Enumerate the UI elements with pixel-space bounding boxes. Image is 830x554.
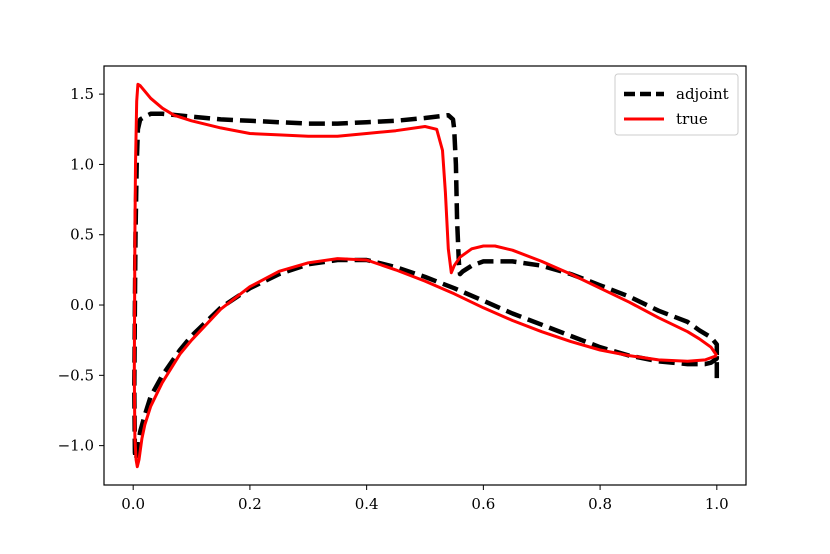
series-layer: [132, 82, 720, 469]
x-tick-label: 0.2: [238, 495, 262, 513]
axes-frame: [103, 65, 747, 486]
y-tick-label: 1.5: [70, 85, 94, 103]
legend: adjoint true: [614, 73, 739, 136]
y-axis: −1.0 −0.5 0.0 0.5 1.0 1.5: [58, 85, 104, 455]
y-tick-label: −1.0: [58, 437, 94, 455]
series-true-line: [132, 82, 719, 469]
y-tick-label: 0.0: [70, 296, 94, 314]
y-tick-label: 1.0: [70, 155, 94, 173]
x-tick-label: 0.0: [121, 495, 145, 513]
x-axis: 0.0 0.2 0.4 0.6 0.8 1.0: [121, 485, 729, 513]
plot-area: [103, 65, 747, 486]
x-tick-label: 1.0: [705, 495, 729, 513]
x-tick-label: 0.8: [588, 495, 612, 513]
legend-adjoint-label: adjoint: [676, 85, 729, 103]
legend-true-label: true: [676, 110, 708, 128]
y-tick-label: −0.5: [58, 366, 94, 384]
x-tick-label: 0.4: [355, 495, 379, 513]
y-tick-label: 0.5: [70, 226, 94, 244]
x-tick-label: 0.6: [471, 495, 495, 513]
series-adjoint-line: [132, 111, 720, 462]
